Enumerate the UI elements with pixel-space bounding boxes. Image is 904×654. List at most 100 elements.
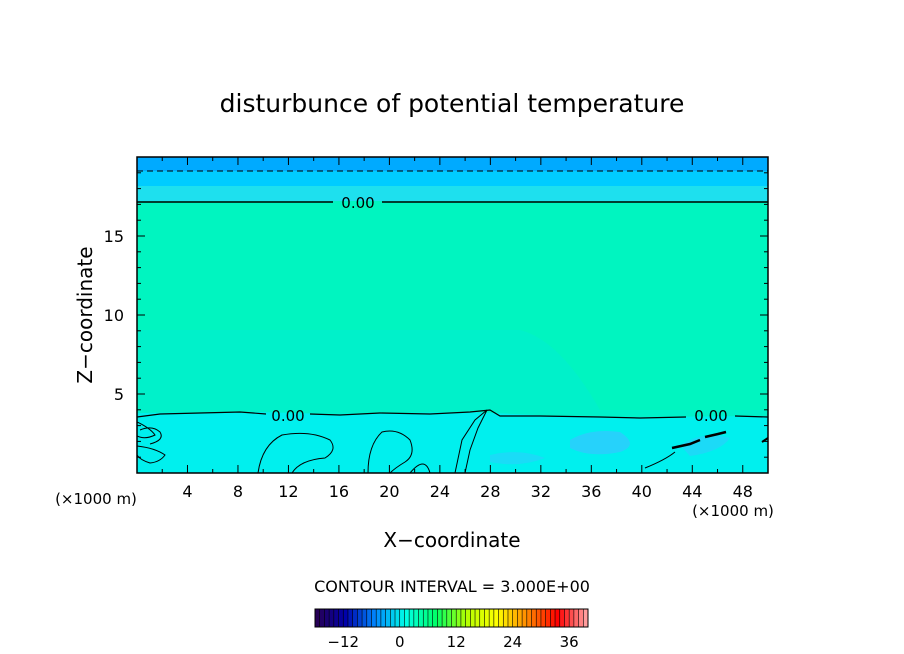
colorbar-swatch bbox=[522, 609, 528, 627]
colorbar-swatch bbox=[315, 609, 320, 627]
colorbar-swatch bbox=[371, 609, 377, 627]
colorbar-swatch bbox=[493, 609, 499, 627]
fill-upper-band bbox=[137, 171, 768, 186]
colorbar-swatch bbox=[512, 609, 518, 627]
x-tick-label: 4 bbox=[182, 482, 192, 501]
x-tick-label: 44 bbox=[682, 482, 702, 501]
contour-spike bbox=[454, 409, 488, 473]
contour-right-c bbox=[704, 430, 727, 439]
colorbar-swatch bbox=[413, 609, 419, 627]
colorbar-swatch bbox=[352, 609, 358, 627]
x-axis-label: X−coordinate bbox=[383, 528, 520, 552]
contour-label: 0.00 bbox=[341, 194, 374, 212]
fill-pocket bbox=[570, 431, 630, 455]
colorbar-swatch bbox=[555, 609, 560, 627]
colorbar-tick-label: 12 bbox=[447, 633, 466, 651]
contour-loop-a bbox=[257, 432, 334, 473]
fill-pocket-3 bbox=[680, 435, 730, 456]
x-tick-label: 40 bbox=[632, 482, 652, 501]
colorbar-swatch bbox=[333, 609, 339, 627]
colorbar-swatch bbox=[489, 609, 495, 627]
colorbar-swatch bbox=[343, 609, 349, 627]
fill-lower-band bbox=[137, 412, 768, 473]
colorbar-swatch bbox=[470, 609, 476, 627]
y-tick-labels: 5 10 15 bbox=[104, 227, 124, 404]
contour-left-2 bbox=[137, 445, 166, 464]
colorbar-tick-label: 24 bbox=[503, 633, 522, 651]
colorbar-swatch bbox=[536, 609, 542, 627]
colorbar-tick-label: −12 bbox=[327, 633, 359, 651]
contour-label: 0.00 bbox=[271, 407, 304, 425]
x-tick-label: 32 bbox=[531, 482, 551, 501]
colorbar-swatch bbox=[545, 609, 551, 627]
y-tick-label: 10 bbox=[104, 306, 124, 325]
colorbar-swatch bbox=[446, 609, 452, 627]
colorbar-swatch bbox=[465, 609, 471, 627]
colorbar-frame bbox=[314, 608, 589, 628]
colorbar-swatch bbox=[526, 609, 532, 627]
x-tick-label: 8 bbox=[233, 482, 243, 501]
colorbar-swatch bbox=[427, 609, 433, 627]
x-tick-label: 28 bbox=[480, 482, 500, 501]
x-tick-label: 16 bbox=[329, 482, 349, 501]
colorbar-swatch bbox=[319, 609, 325, 627]
colorbar-swatch bbox=[404, 609, 410, 627]
y-tick-label: 5 bbox=[114, 385, 124, 404]
colorbar-swatch bbox=[559, 609, 565, 627]
contour-interval-text: CONTOUR INTERVAL = 3.000E+00 bbox=[314, 577, 590, 596]
fill-upper-band-2 bbox=[137, 186, 768, 201]
colorbar-swatch bbox=[409, 609, 415, 627]
colorbar-swatch bbox=[395, 609, 400, 627]
x-tick-label: 12 bbox=[278, 482, 298, 501]
x-unit-left: (×1000 m) bbox=[55, 490, 137, 508]
contour-right-d bbox=[761, 437, 768, 443]
colorbar-swatch bbox=[479, 609, 485, 627]
contour-right-b bbox=[671, 438, 701, 450]
colorbar-swatch bbox=[451, 609, 457, 627]
contour-loop-b bbox=[367, 430, 413, 473]
colorbar-swatch bbox=[517, 609, 523, 627]
colorbar-swatch bbox=[578, 609, 584, 627]
colorbar-swatch bbox=[432, 609, 438, 627]
chart-title: disturbunce of potential temperature bbox=[220, 89, 685, 118]
colorbar-swatch bbox=[390, 609, 396, 627]
colorbar-swatch bbox=[366, 609, 372, 627]
colorbar bbox=[314, 608, 589, 628]
colorbar-swatch bbox=[540, 609, 546, 627]
colorbar-swatch bbox=[357, 609, 363, 627]
colorbar-swatch bbox=[418, 609, 424, 627]
contour-loop-c bbox=[409, 463, 431, 473]
colorbar-swatch bbox=[399, 609, 405, 627]
colorbar-swatch bbox=[550, 609, 556, 627]
colorbar-swatch bbox=[475, 609, 480, 627]
colorbar-tick-label: 0 bbox=[395, 633, 405, 651]
axis-ticks bbox=[136, 156, 769, 474]
contour-left-1 bbox=[137, 421, 156, 439]
colorbar-swatch bbox=[442, 609, 447, 627]
colorbar-swatch bbox=[324, 609, 330, 627]
colorbar-tick-label: 36 bbox=[560, 633, 579, 651]
contour-left-3 bbox=[139, 427, 162, 445]
colorbar-tick-labels: −12 0 12 24 36 bbox=[327, 633, 578, 651]
fill-pocket-2 bbox=[490, 452, 545, 465]
contour-right-a bbox=[644, 451, 676, 469]
colorbar-swatch bbox=[362, 609, 367, 627]
x-tick-label: 20 bbox=[379, 482, 399, 501]
contour-label: 0.00 bbox=[694, 407, 727, 425]
colorbar-swatch bbox=[437, 609, 443, 627]
x-tick-label: 24 bbox=[430, 482, 450, 501]
colorbar-swatch bbox=[564, 609, 570, 627]
colorbar-swatch bbox=[376, 609, 382, 627]
x-unit-right: (×1000 m) bbox=[692, 502, 774, 520]
colorbar-swatch bbox=[329, 609, 335, 627]
colorbar-swatch bbox=[569, 609, 575, 627]
x-tick-label: 36 bbox=[581, 482, 601, 501]
colorbar-swatch bbox=[503, 609, 509, 627]
colorbar-swatch bbox=[573, 609, 579, 627]
colorbar-swatch bbox=[338, 609, 344, 627]
colorbar-swatch bbox=[498, 609, 504, 627]
colorbar-swatch bbox=[507, 609, 513, 627]
colorbar-swatch bbox=[385, 609, 391, 627]
fill-top-band bbox=[137, 157, 768, 171]
